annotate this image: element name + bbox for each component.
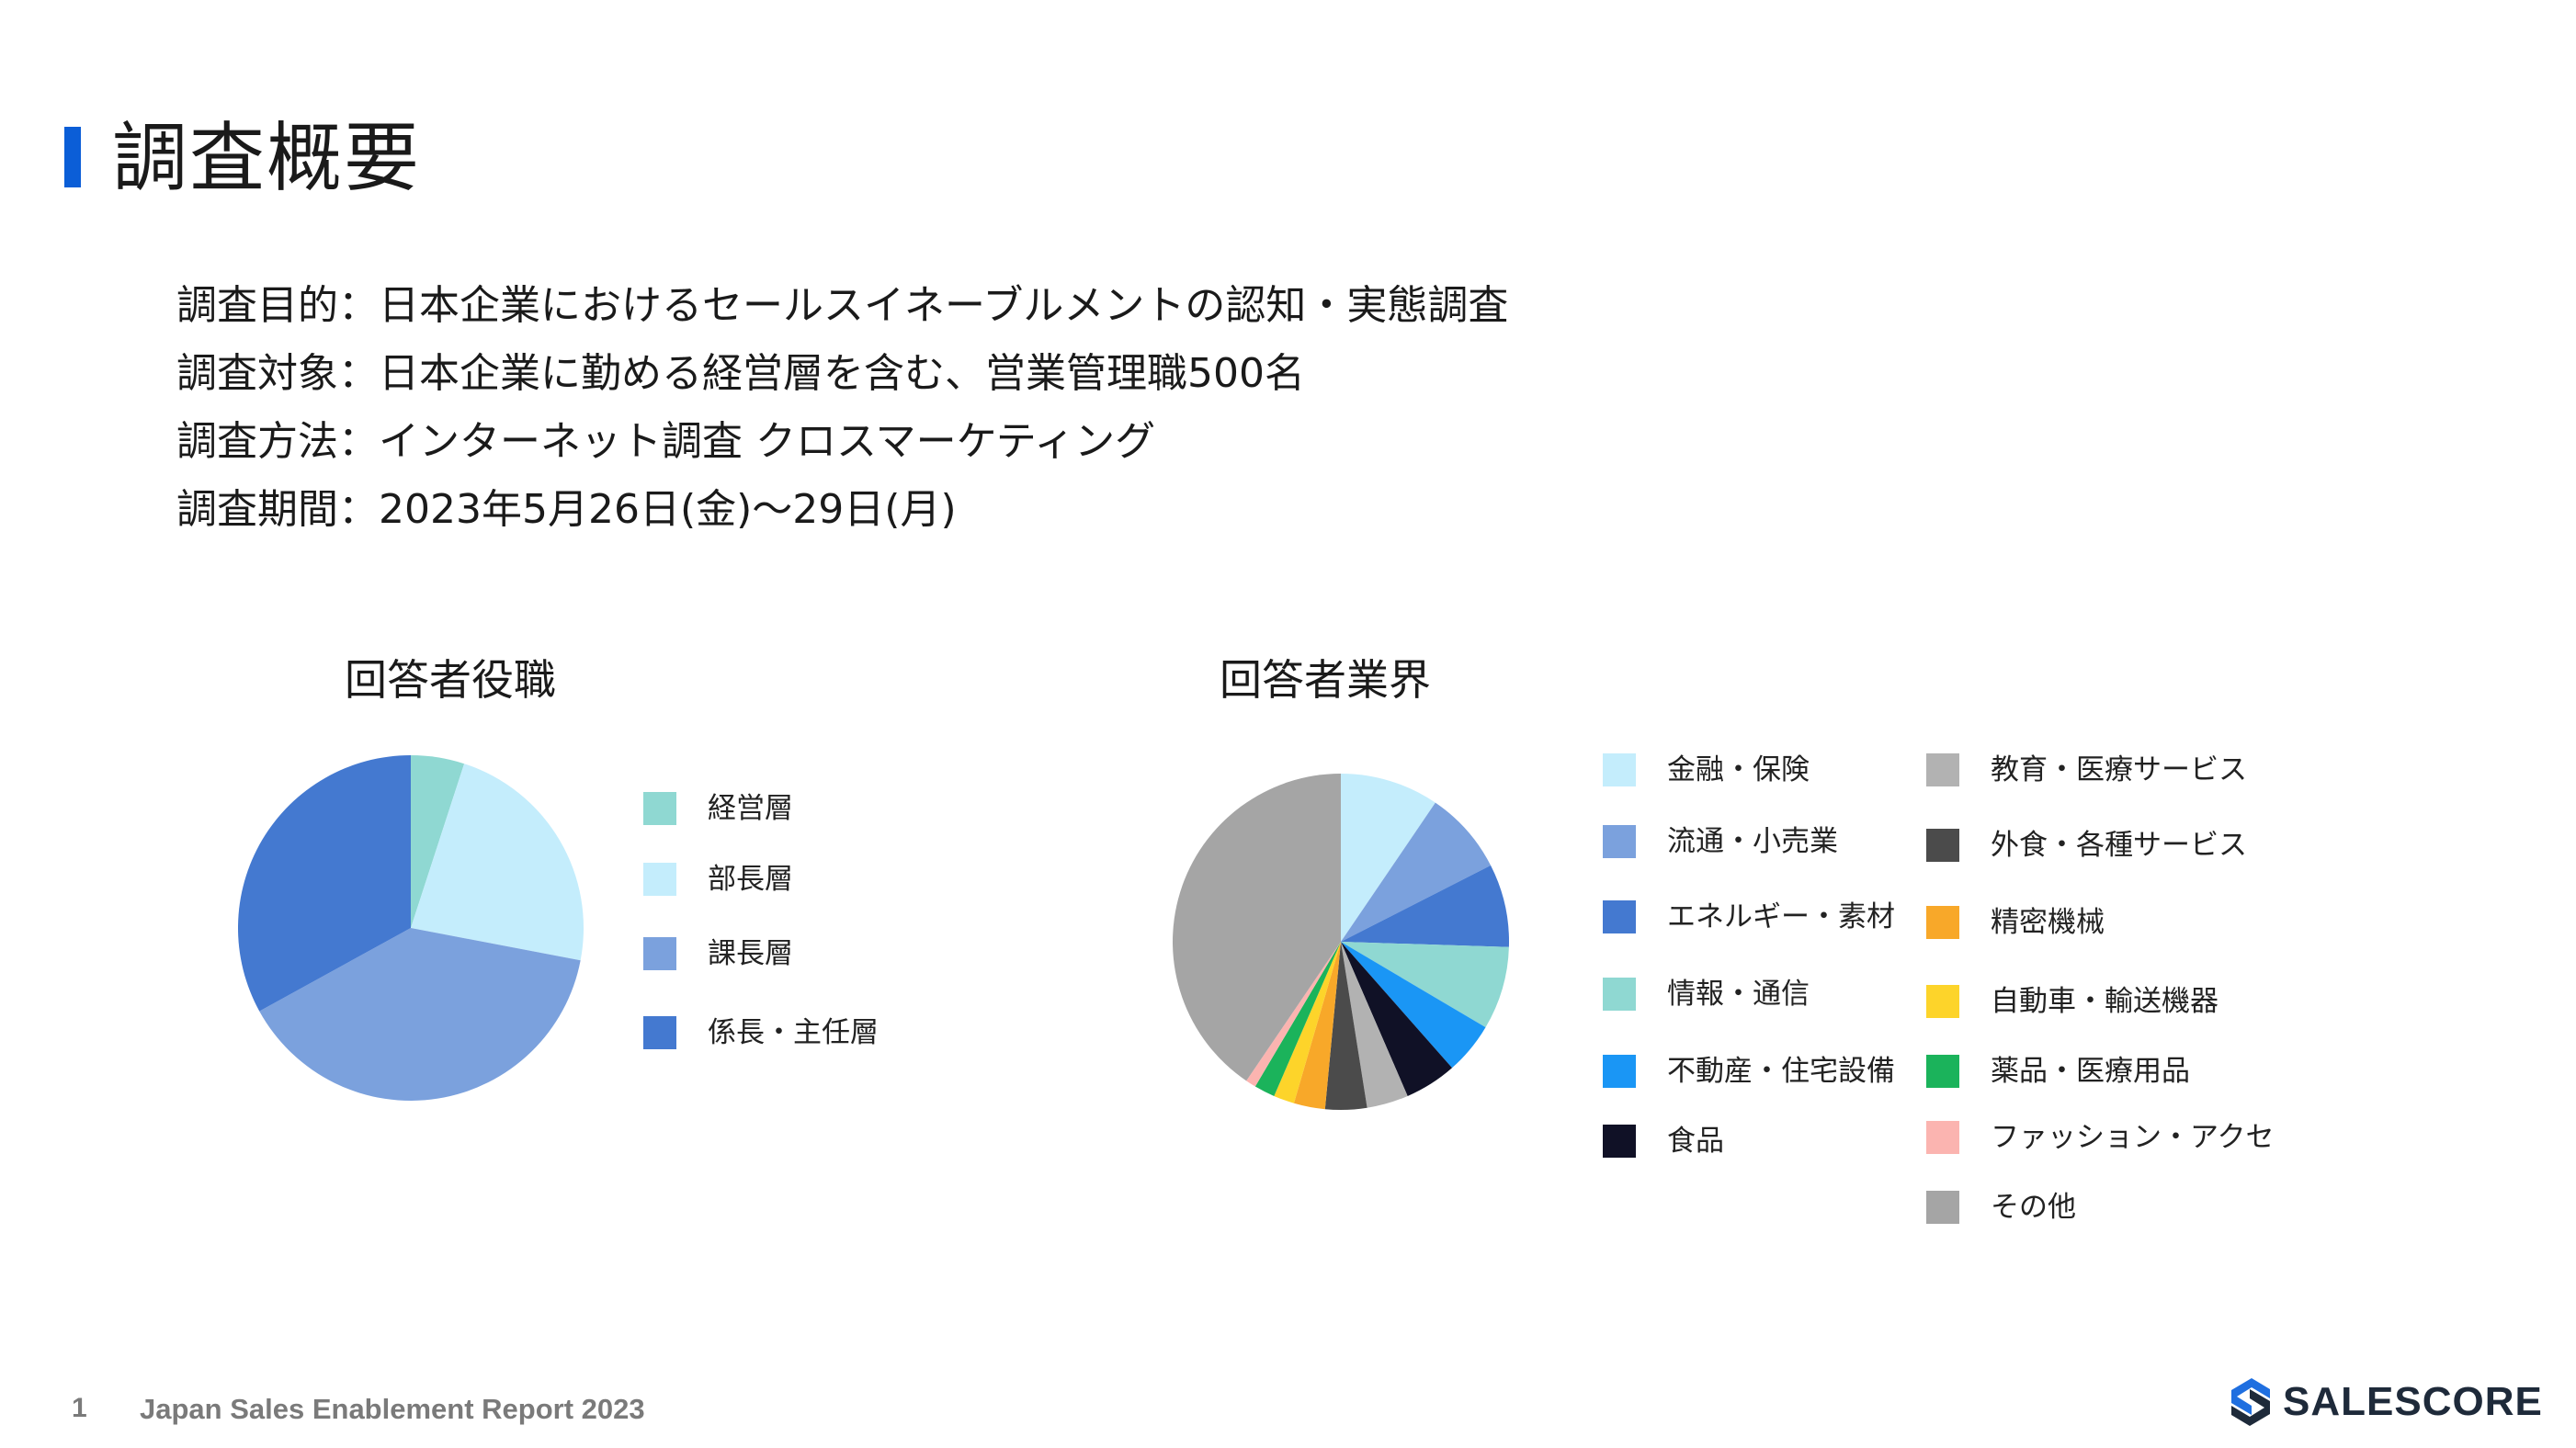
legend-item: ファッション・アクセ [1926,1119,2274,1156]
pie-slice-11 [1254,942,1341,1096]
legend-swatch [1603,753,1636,786]
legend-item: 薬品・医療用品 [1926,1053,2190,1090]
pie-slice-12 [1246,942,1341,1087]
legend-item: 自動車・輸送機器 [1926,983,2219,1020]
legend-item: 課長層 [643,935,793,972]
industry-pie-chart [1173,774,1509,1110]
legend-label: 係長・主任層 [708,1016,879,1049]
industry-chart-title: 回答者業界 [1220,655,1431,705]
title-accent-bar [64,127,81,187]
pie-slice-1 [411,755,465,928]
legend-swatch [1926,1055,1959,1088]
legend-label: 流通・小売業 [1667,825,1838,858]
legend-item: 情報・通信 [1603,976,1810,1012]
legend-swatch [1926,1121,1959,1154]
legend-item: 流通・小売業 [1603,823,1838,860]
legend-swatch [1603,1125,1636,1158]
legend-label: 薬品・医療用品 [1991,1055,2190,1088]
overview-target: 調査対象：日本企業に勤める経営層を含む、営業管理職500名 [176,350,1305,397]
legend-swatch [1926,1191,1959,1224]
pie-slice-1 [1341,774,1436,942]
legend-item: 金融・保険 [1603,752,1810,788]
legend-label: 金融・保険 [1667,753,1810,786]
report-title: Japan Sales Enablement Report 2023 [140,1393,645,1425]
legend-item: 係長・主任層 [643,1014,879,1051]
legend-label: 経営層 [708,792,793,825]
legend-label: 外食・各種サービス [1991,829,2247,862]
logo-text: SALESCORE [2283,1379,2543,1424]
pie-slice-9 [1293,942,1341,1110]
legend-label: 食品 [1667,1125,1724,1158]
pie-slice-4 [1341,942,1509,1028]
legend-label: 教育・医療サービス [1991,753,2247,786]
legend-label: 精密機械 [1991,906,2105,939]
legend-item: 食品 [1603,1123,1724,1160]
legend-item: 経営層 [643,790,793,827]
pie-slice-8 [1324,942,1367,1110]
legend-item: 精密機械 [1926,904,2105,941]
legend-label: ファッション・アクセ [1991,1121,2275,1154]
pie-slice-5 [1341,942,1486,1069]
position-pie-chart [237,755,584,1101]
legend-item: エネルギー・素材 [1603,899,1895,935]
legend-item: 不動産・住宅設備 [1603,1053,1895,1090]
overview-method: 調査方法：インターネット調査 クロスマーケティング [176,418,1156,465]
legend-label: エネルギー・素材 [1667,900,1895,933]
legend-label: 課長層 [708,937,793,970]
position-chart-title: 回答者役職 [345,655,556,705]
salescore-logo: SALESCORE [2231,1378,2543,1426]
legend-swatch [1603,900,1636,933]
page-number: 1 [72,1393,87,1423]
legend-item: 教育・医療サービス [1926,752,2247,788]
legend-swatch [643,937,676,970]
overview-period: 調査期間：2023年5月26日(金)〜29日(月) [176,486,957,533]
legend-swatch [1926,985,1959,1018]
legend-label: 自動車・輸送機器 [1991,985,2219,1018]
pie-slice-7 [1341,942,1408,1108]
overview-purpose: 調査目的：日本企業におけるセールスイネーブルメントの認知・実態調査 [176,282,1509,329]
pie-slice-10 [1274,942,1341,1103]
legend-swatch [1926,906,1959,939]
legend-swatch [1603,1055,1636,1088]
legend-label: 不動産・住宅設備 [1667,1055,1895,1088]
pie-slice-6 [1341,942,1453,1096]
pie-slice-13 [1173,774,1341,1081]
legend-label: 情報・通信 [1667,978,1810,1011]
legend-item: 部長層 [643,861,793,898]
legend-item: その他 [1926,1189,2076,1226]
page-title: 調査概要 [112,115,422,202]
legend-swatch [1603,825,1636,858]
legend-swatch [1926,829,1959,862]
legend-label: 部長層 [708,863,793,896]
legend-swatch [643,863,676,896]
pie-slice-4 [237,755,411,1012]
legend-label: その他 [1991,1191,2076,1224]
legend-item: 外食・各種サービス [1926,827,2247,864]
legend-swatch [643,792,676,825]
pie-slice-2 [411,764,584,961]
pie-slice-3 [1341,865,1509,947]
legend-swatch [643,1016,676,1049]
pie-slice-3 [259,928,581,1101]
survey-overview: 調査目的：日本企業におけるセールスイネーブルメントの認知・実態調査 調査対象：日… [176,272,1508,544]
legend-swatch [1603,978,1636,1011]
pie-slice-2 [1341,802,1492,942]
legend-swatch [1926,753,1959,786]
salescore-logo-icon [2231,1378,2270,1426]
